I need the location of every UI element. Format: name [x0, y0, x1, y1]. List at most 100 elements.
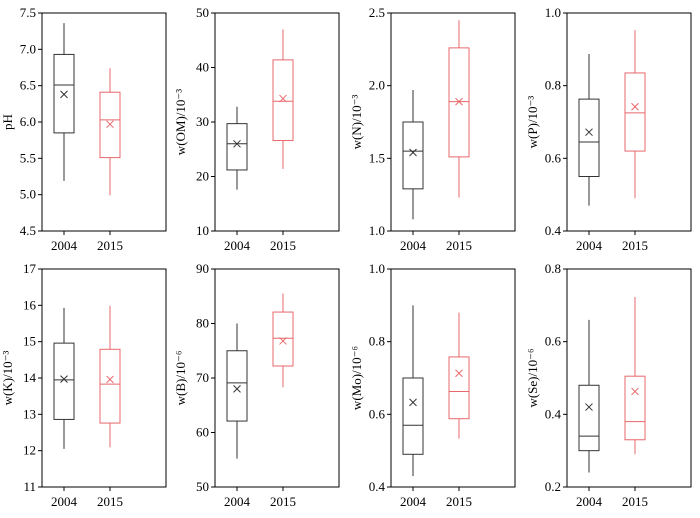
box-iqr [53, 342, 75, 420]
box-iqr [448, 47, 470, 158]
plot-frame [214, 268, 340, 488]
y-axis-label: w(Mo)/10⁻⁶ [349, 346, 364, 410]
box-iqr [448, 356, 470, 420]
mean-marker [279, 94, 287, 103]
x-tick-label: 2004 [400, 494, 427, 509]
y-axis-label: w(OM)/10⁻³ [173, 89, 188, 155]
y-tick-label: 2.5 [369, 5, 385, 20]
mean-marker [409, 148, 417, 157]
y-axis-label: w(B)/10⁻⁶ [173, 351, 188, 406]
x-tick-label: 2004 [224, 494, 251, 509]
chart-panel-7: 0.4 0.6 0.8 1.0 2004 2015 w(Mo)/10⁻⁶ [349, 261, 516, 509]
box-2004 [402, 305, 424, 477]
y-tick-label: 70 [196, 370, 209, 385]
mean-marker [631, 387, 639, 396]
plot-frame [390, 268, 516, 488]
y-tick-label: 4.5 [20, 223, 36, 238]
box-2004 [226, 323, 248, 459]
chart-panel-4: 0.4 0.6 0.8 1.0 2004 2015 w(P)/10⁻³ [525, 5, 692, 253]
y-tick-label: 1.0 [545, 5, 561, 20]
y-tick-label: 0.6 [369, 406, 386, 421]
x-tick-label: 2004 [576, 494, 603, 509]
x-tick-label: 2015 [446, 494, 472, 509]
box-2015 [272, 29, 294, 169]
y-tick-label: 60 [196, 425, 209, 440]
box-2015 [99, 305, 121, 448]
x-tick-label: 2015 [270, 494, 296, 509]
y-tick-label: 0.8 [545, 78, 561, 93]
box-iqr [578, 384, 600, 452]
y-tick-label: 90 [196, 261, 209, 276]
y-tick-label: 17 [23, 261, 37, 276]
mean-marker [233, 385, 241, 393]
box-2015 [99, 68, 121, 196]
x-tick-label: 2004 [576, 238, 603, 253]
y-axis-label: pH [0, 114, 15, 130]
plot-frame [41, 12, 167, 232]
y-tick-label: 20 [196, 169, 209, 184]
y-axis-label: w(K)/10⁻³ [0, 350, 15, 405]
x-tick-label: 2015 [97, 238, 123, 253]
x-tick-label: 2004 [51, 494, 78, 509]
box-iqr [624, 72, 646, 152]
mean-marker [233, 139, 241, 148]
box-2015 [624, 30, 646, 199]
y-tick-label: 0.4 [369, 479, 386, 494]
box-2004 [402, 90, 424, 220]
y-tick-label: 1.5 [369, 150, 385, 165]
x-tick-label: 2015 [97, 494, 123, 509]
y-tick-label: 10 [196, 223, 209, 238]
y-tick-label: 11 [23, 479, 36, 494]
box-iqr [226, 123, 248, 171]
box-2015 [448, 312, 470, 439]
mean-marker [279, 337, 287, 345]
mean-marker [60, 90, 68, 99]
mean-marker [585, 128, 593, 137]
box-2004 [578, 319, 600, 473]
mean-marker [585, 403, 593, 411]
y-tick-label: 0.6 [545, 150, 562, 165]
box-iqr [402, 121, 424, 190]
y-tick-label: 5.0 [20, 187, 36, 202]
y-tick-label: 15 [23, 334, 36, 349]
box-2004 [53, 307, 75, 449]
box-iqr [624, 375, 646, 441]
y-tick-label: 6.5 [20, 78, 36, 93]
plot-frame [566, 268, 692, 488]
box-2015 [624, 296, 646, 455]
y-tick-label: 40 [196, 60, 209, 75]
chart-panel-2: 10 20 30 40 50 2004 2015 w(OM)/10⁻³ [173, 5, 340, 253]
y-tick-label: 2.0 [369, 78, 385, 93]
plot-frame [41, 268, 167, 488]
chart-panel-6: 50 60 70 80 90 2004 2015 w(B)/10⁻⁶ [173, 261, 340, 509]
box-iqr [402, 377, 424, 455]
y-tick-label: 5.5 [20, 150, 36, 165]
chart-panel-8: 0.2 0.4 0.6 0.8 2004 2015 w(Se)/10⁻⁶ [525, 261, 692, 509]
y-tick-label: 6.0 [20, 114, 36, 129]
box-2004 [226, 106, 248, 190]
chart-panel-5: 11 12 13 14 15 16 17 2004 2015 w(K)/10⁻³ [0, 261, 167, 509]
x-tick-label: 2015 [270, 238, 296, 253]
mean-marker [106, 120, 114, 129]
y-tick-label: 13 [23, 406, 36, 421]
mean-marker [455, 97, 463, 106]
box-2004 [578, 54, 600, 206]
y-tick-label: 0.6 [545, 334, 562, 349]
plot-frame [214, 12, 340, 232]
y-tick-label: 0.2 [545, 479, 561, 494]
y-tick-label: 30 [196, 114, 209, 129]
box-iqr [578, 98, 600, 177]
mean-marker [106, 375, 114, 384]
box-2015 [272, 293, 294, 388]
mean-marker [60, 375, 68, 383]
chart-panel-3: 1.0 1.5 2.0 2.5 2004 2015 w(N)/10⁻³ [349, 5, 516, 253]
x-tick-label: 2004 [51, 238, 78, 253]
box-iqr [272, 311, 294, 367]
y-tick-label: 0.8 [369, 334, 385, 349]
x-tick-label: 2015 [622, 494, 648, 509]
y-tick-label: 50 [196, 479, 209, 494]
box-iqr [226, 350, 248, 422]
mean-marker [409, 398, 417, 407]
y-tick-label: 16 [23, 297, 37, 312]
